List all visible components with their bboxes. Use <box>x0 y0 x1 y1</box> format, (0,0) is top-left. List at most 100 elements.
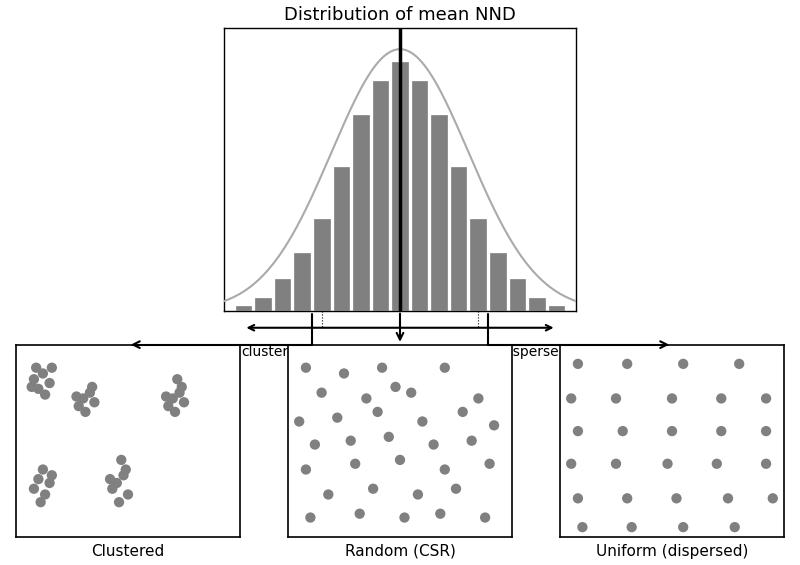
Point <box>483 459 496 468</box>
Point <box>38 390 51 399</box>
Point <box>104 475 117 484</box>
Point <box>616 427 629 436</box>
Point <box>766 494 779 503</box>
Point <box>173 388 186 397</box>
Point <box>760 427 773 436</box>
Point <box>178 398 190 407</box>
Point <box>438 465 451 474</box>
X-axis label: Random (CSR): Random (CSR) <box>345 544 455 559</box>
Point <box>398 513 411 522</box>
Point <box>722 494 734 503</box>
Point <box>338 369 350 378</box>
Point <box>34 498 47 507</box>
Point <box>38 490 51 499</box>
Point <box>760 459 773 468</box>
Point <box>309 440 322 449</box>
Point <box>117 471 130 480</box>
Text: random: random <box>373 345 427 359</box>
Point <box>160 392 173 401</box>
Point <box>571 494 584 503</box>
Point <box>411 490 424 499</box>
Point <box>299 465 312 474</box>
Point <box>621 359 634 368</box>
Point <box>37 465 50 474</box>
Bar <box>529 298 545 311</box>
Point <box>394 455 406 464</box>
Point <box>110 479 123 488</box>
Point <box>162 402 174 411</box>
Point <box>450 484 462 493</box>
Point <box>344 436 357 445</box>
X-axis label: Clustered: Clustered <box>91 544 165 559</box>
Point <box>376 363 389 372</box>
Point <box>677 523 690 532</box>
Title: Distribution of mean NND: Distribution of mean NND <box>284 6 516 24</box>
Point <box>360 394 373 403</box>
Point <box>88 398 101 407</box>
Point <box>175 383 188 392</box>
Bar <box>236 306 251 311</box>
Point <box>26 383 38 392</box>
Bar <box>314 219 330 311</box>
Point <box>46 363 58 372</box>
Bar <box>549 306 564 311</box>
Point <box>576 523 589 532</box>
Point <box>46 471 58 480</box>
Point <box>565 394 578 403</box>
Point <box>32 384 45 393</box>
Point <box>32 475 45 484</box>
Point <box>322 490 334 499</box>
Point <box>715 394 728 403</box>
Point <box>354 509 366 518</box>
Bar <box>431 115 447 311</box>
Point <box>488 421 501 430</box>
Point <box>83 388 96 397</box>
Bar <box>510 279 525 311</box>
Point <box>72 402 85 411</box>
Point <box>438 363 451 372</box>
Point <box>733 359 746 368</box>
Bar <box>255 298 271 311</box>
Point <box>571 359 584 368</box>
Point <box>79 407 92 416</box>
Point <box>670 494 683 503</box>
Bar <box>353 115 369 311</box>
Point <box>710 459 723 468</box>
Point <box>106 484 118 493</box>
Point <box>119 465 132 474</box>
Point <box>293 417 306 426</box>
Point <box>715 427 728 436</box>
Point <box>571 427 584 436</box>
Bar <box>294 253 310 311</box>
Point <box>456 407 469 416</box>
Bar <box>451 167 466 311</box>
Point <box>70 392 83 401</box>
Bar <box>470 219 486 311</box>
Point <box>43 379 56 388</box>
Point <box>565 459 578 468</box>
Point <box>371 407 384 416</box>
Point <box>610 459 622 468</box>
Bar <box>275 279 290 311</box>
Point <box>77 394 90 403</box>
Point <box>27 375 40 384</box>
Point <box>166 394 179 403</box>
Bar <box>334 167 349 311</box>
Point <box>171 375 184 384</box>
Point <box>610 394 622 403</box>
Point <box>621 494 634 503</box>
Point <box>472 394 485 403</box>
Bar <box>490 253 506 311</box>
Point <box>113 498 126 507</box>
X-axis label: Uniform (dispersed): Uniform (dispersed) <box>596 544 748 559</box>
Point <box>299 363 312 372</box>
Point <box>304 513 317 522</box>
Point <box>366 484 379 493</box>
Point <box>382 432 395 441</box>
Point <box>416 417 429 426</box>
Text: disperse: disperse <box>500 345 558 359</box>
Point <box>434 509 446 518</box>
Point <box>27 484 40 493</box>
Point <box>405 388 418 397</box>
Point <box>349 459 362 468</box>
